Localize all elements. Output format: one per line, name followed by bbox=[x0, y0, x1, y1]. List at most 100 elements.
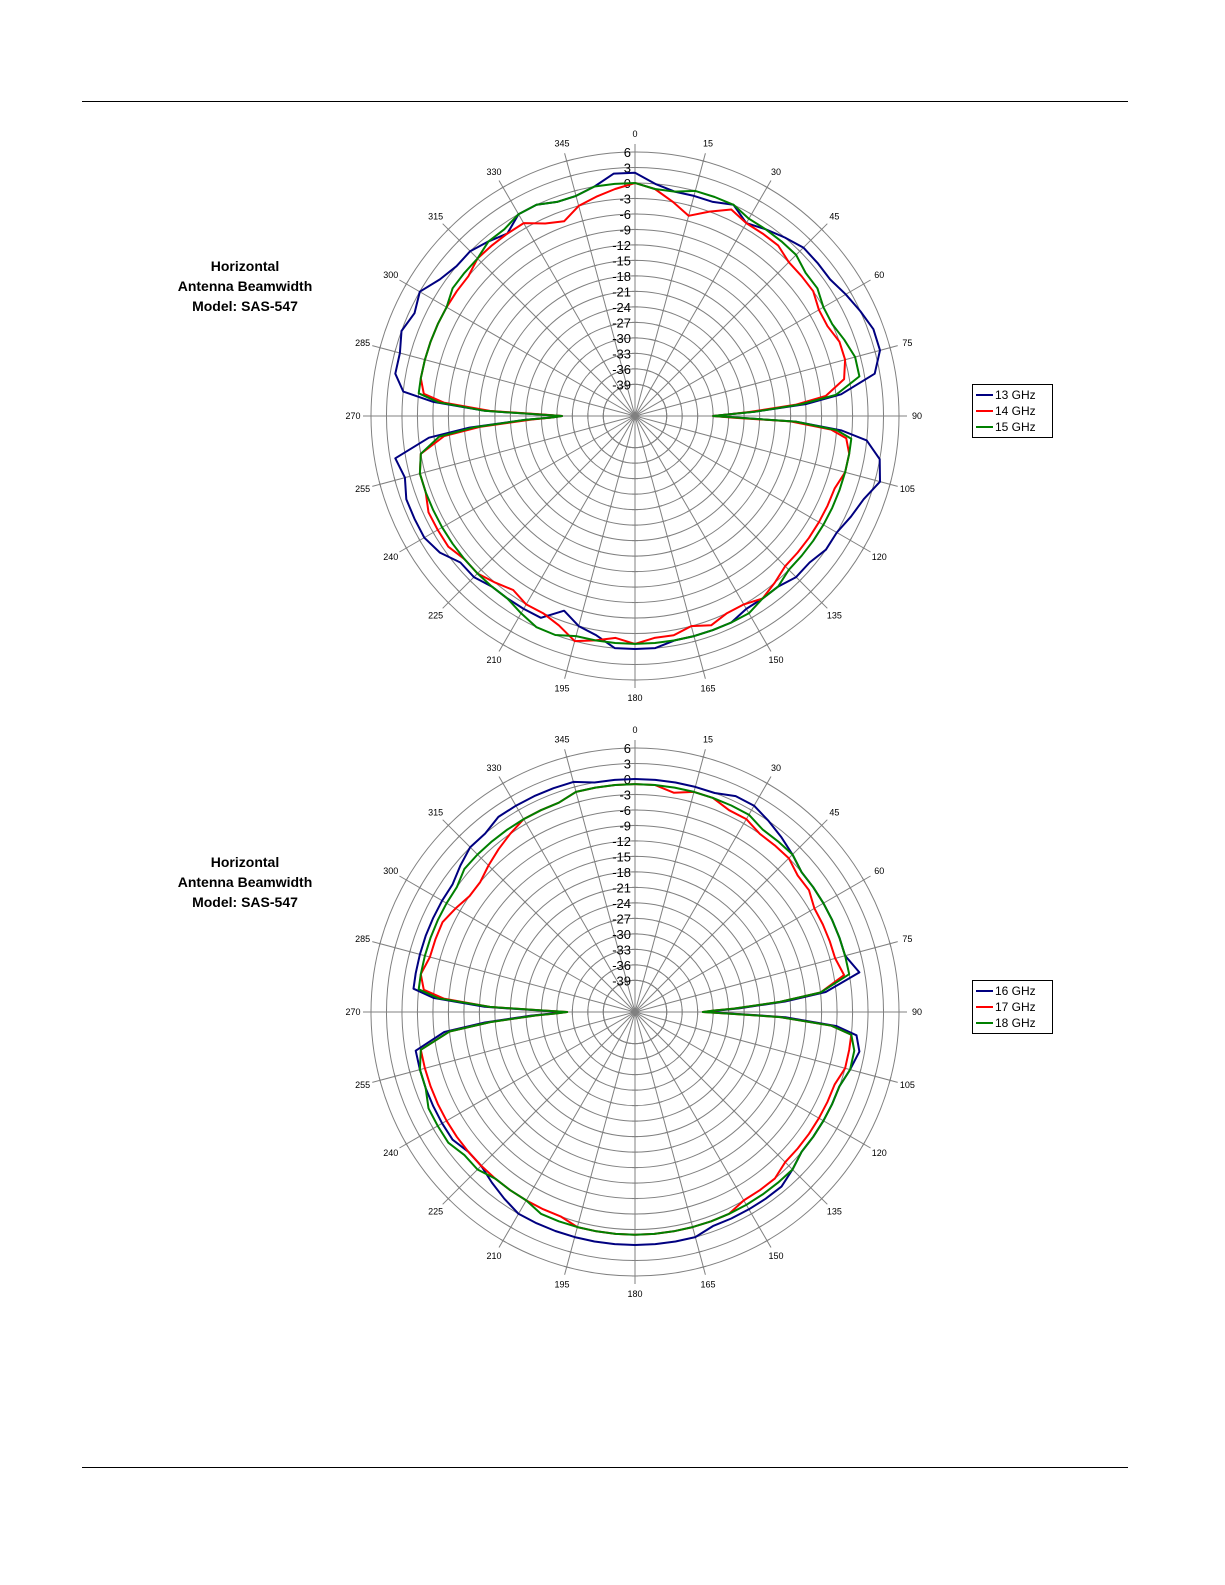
spoke-tick bbox=[554, 875, 561, 880]
spoke-line bbox=[634, 415, 871, 553]
spoke-tick bbox=[478, 567, 484, 573]
spoke-tick bbox=[794, 915, 799, 922]
spoke-tick bbox=[577, 358, 583, 364]
spoke-tick bbox=[700, 755, 707, 759]
spoke-tick bbox=[615, 354, 622, 357]
spoke-tick bbox=[664, 1017, 667, 1024]
spoke-tick bbox=[498, 449, 501, 456]
spoke-tick bbox=[603, 520, 610, 523]
spoke-tick bbox=[781, 498, 786, 505]
spoke-tick bbox=[551, 1055, 556, 1062]
spoke-tick bbox=[623, 384, 630, 387]
spoke-tick bbox=[528, 980, 531, 987]
spoke-tick bbox=[784, 453, 787, 460]
spoke-tick bbox=[858, 1069, 862, 1076]
legend-entry: 14 GHz bbox=[973, 403, 1052, 419]
spoke-tick bbox=[562, 1131, 568, 1136]
spoke-tick bbox=[764, 1141, 770, 1147]
spoke-line bbox=[634, 875, 871, 1013]
legend-label: 14 GHz bbox=[995, 404, 1036, 418]
spoke-tick bbox=[808, 833, 814, 839]
spoke-tick bbox=[696, 1250, 703, 1254]
spoke-tick bbox=[431, 1125, 436, 1132]
spoke-tick bbox=[798, 964, 802, 971]
spoke-line bbox=[634, 415, 772, 652]
spoke-tick bbox=[511, 483, 516, 489]
spoke-tick bbox=[709, 548, 716, 553]
spoke-tick bbox=[566, 479, 572, 485]
spoke-tick bbox=[445, 822, 451, 828]
spoke-tick bbox=[567, 770, 574, 774]
spoke-tick bbox=[546, 562, 553, 567]
spoke-tick bbox=[660, 1024, 665, 1031]
spoke-tick bbox=[484, 1094, 489, 1101]
spoke-tick bbox=[438, 465, 442, 472]
spoke-tick bbox=[593, 481, 599, 486]
spoke-tick bbox=[468, 1053, 472, 1060]
spoke-tick bbox=[555, 490, 561, 496]
spoke-tick bbox=[528, 384, 531, 391]
spoke-tick bbox=[507, 198, 514, 203]
spoke-tick bbox=[531, 239, 537, 243]
angle-label: 120 bbox=[872, 552, 887, 562]
spoke-tick bbox=[769, 376, 772, 383]
spoke-tick bbox=[709, 988, 712, 995]
spoke-tick bbox=[678, 332, 685, 337]
legend-swatch bbox=[976, 410, 993, 412]
spoke-tick bbox=[663, 1064, 670, 1069]
legend-label: 17 GHz bbox=[995, 1000, 1036, 1014]
spoke-tick bbox=[616, 386, 623, 391]
spoke-tick bbox=[500, 877, 506, 883]
spoke-tick bbox=[593, 1077, 599, 1082]
spoke-tick bbox=[577, 319, 584, 324]
spoke-tick bbox=[468, 368, 472, 375]
spoke-tick bbox=[587, 845, 594, 849]
spoke-tick bbox=[573, 992, 576, 999]
spoke-tick bbox=[739, 980, 742, 987]
angle-label: 150 bbox=[768, 655, 783, 665]
spoke-tick bbox=[652, 490, 659, 493]
angle-label: 195 bbox=[554, 683, 569, 693]
legend-swatch bbox=[976, 394, 993, 396]
spoke-tick bbox=[679, 425, 682, 432]
spoke-tick bbox=[873, 944, 877, 951]
spoke-tick bbox=[600, 1064, 607, 1069]
spoke-tick bbox=[577, 915, 584, 920]
spoke-tick bbox=[522, 523, 528, 529]
spoke-tick bbox=[676, 1053, 682, 1059]
radial-label: -39 bbox=[612, 377, 631, 392]
spoke-tick bbox=[445, 226, 451, 232]
spoke-tick bbox=[754, 1079, 759, 1085]
spoke-tick bbox=[610, 987, 616, 993]
spoke-tick bbox=[739, 441, 742, 448]
spoke-tick bbox=[727, 467, 732, 474]
spoke-tick bbox=[623, 1041, 630, 1044]
series-trace bbox=[394, 171, 881, 650]
spoke-tick bbox=[619, 1056, 626, 1059]
spoke-tick bbox=[740, 475, 745, 482]
spoke-tick bbox=[498, 1045, 501, 1052]
spoke-tick bbox=[456, 1185, 462, 1191]
radial-label: -30 bbox=[612, 331, 631, 346]
spoke-line bbox=[442, 819, 636, 1013]
spoke-tick bbox=[498, 335, 503, 342]
spoke-tick bbox=[679, 400, 682, 407]
spoke-tick bbox=[679, 996, 682, 1003]
angle-label: 0 bbox=[632, 129, 637, 139]
spoke-tick bbox=[764, 185, 770, 190]
spoke-tick bbox=[599, 1042, 605, 1048]
spoke-tick bbox=[684, 815, 691, 819]
spoke-tick bbox=[660, 309, 667, 312]
spoke-tick bbox=[775, 556, 781, 562]
spoke-tick bbox=[671, 481, 677, 486]
spoke-tick bbox=[603, 421, 606, 428]
spoke-tick bbox=[619, 965, 626, 968]
spoke-tick bbox=[467, 1174, 473, 1180]
spoke-tick bbox=[655, 969, 662, 974]
spoke-tick bbox=[468, 457, 472, 464]
spoke-tick bbox=[619, 369, 626, 372]
spoke-tick bbox=[575, 800, 582, 804]
spoke-tick bbox=[696, 174, 703, 178]
spoke-tick bbox=[525, 350, 530, 357]
spoke-tick bbox=[756, 629, 763, 634]
